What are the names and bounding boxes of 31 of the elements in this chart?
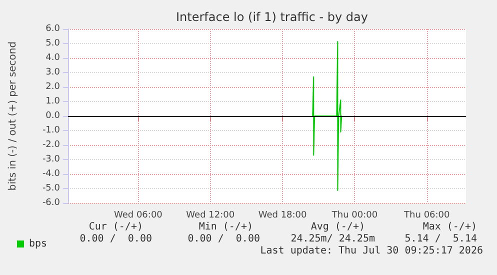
y-tick-label: -5.0 [42,184,60,194]
y-tick-label: 3.0 [46,68,60,78]
text: Last update: Thu Jul 30 09:25:17 2026 [260,246,483,256]
legend-label: bps [29,238,48,250]
y-axis-title: bits in (-) / out (+) per second [8,41,18,191]
y-tick-label: -1.0 [42,126,60,136]
chart-title: Interface lo (if 1) traffic - by day [176,10,368,24]
text: Max (-/+) [422,222,477,232]
x-tick-label: Wed 18:00 [258,210,308,220]
y-tick-label: 4.0 [46,53,60,63]
text: Avg (-/+) [310,222,365,232]
y-tick-label: -2.0 [42,140,60,150]
x-tick-label: Wed 12:00 [186,210,235,220]
x-tick-label: Thu 06:00 [403,210,450,220]
text: 24.25m/ 24.25m [290,234,375,244]
text: Cur (-/+) [88,222,143,232]
x-tick-label: Thu 00:00 [330,210,378,220]
y-tick-label: -6.0 [42,198,60,208]
text: 0.00 / 0.00 [188,234,260,244]
y-tick-label: -3.0 [42,154,60,164]
y-tick-label: 0.0 [46,111,60,121]
text: 5.14 / 5.14 [404,234,477,244]
line-series [312,40,342,192]
text: Min (-/+) [198,222,253,232]
x-tick-label: Wed 06:00 [114,210,163,220]
text: 0.00 / 0.00 [80,234,152,244]
y-tick-label: 1.0 [46,96,60,106]
y-tick-label: 2.0 [46,82,60,92]
y-tick-label: 6.0 [46,24,60,34]
y-tick-label: 5.0 [46,38,60,48]
y-tick-label: -4.0 [42,169,60,179]
